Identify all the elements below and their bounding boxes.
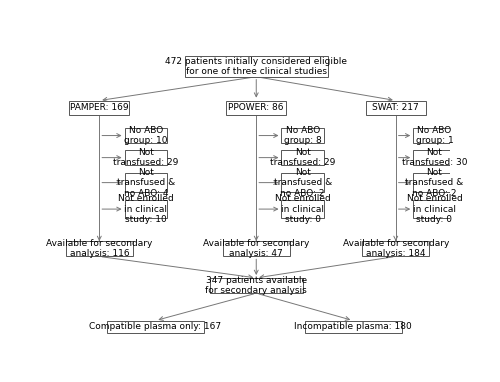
FancyBboxPatch shape	[282, 150, 324, 165]
FancyBboxPatch shape	[362, 241, 429, 256]
FancyBboxPatch shape	[107, 320, 204, 333]
Text: Not
transfused &
no ABO: 2: Not transfused & no ABO: 2	[274, 168, 332, 197]
Text: Not
transfused &
no ABO: 4: Not transfused & no ABO: 4	[116, 168, 175, 197]
Text: PAMPER: 169: PAMPER: 169	[70, 103, 128, 112]
Text: Not
transfused: 29: Not transfused: 29	[270, 148, 336, 167]
FancyBboxPatch shape	[124, 150, 167, 165]
Text: Not
transfused: 30: Not transfused: 30	[402, 148, 467, 167]
FancyBboxPatch shape	[70, 100, 130, 115]
Text: No ABO
group: 8: No ABO group: 8	[284, 126, 322, 145]
FancyBboxPatch shape	[226, 100, 286, 115]
FancyBboxPatch shape	[282, 173, 324, 192]
Text: 472 patients initially considered eligible
for one of three clinical studies: 472 patients initially considered eligib…	[165, 57, 347, 76]
Text: Compatible plasma only: 167: Compatible plasma only: 167	[90, 322, 222, 331]
FancyBboxPatch shape	[66, 241, 132, 256]
Text: Not enrolled
in clinical
study: 10: Not enrolled in clinical study: 10	[118, 194, 174, 224]
Text: PPOWER: 86: PPOWER: 86	[228, 103, 284, 112]
FancyBboxPatch shape	[124, 173, 167, 192]
FancyBboxPatch shape	[413, 173, 456, 192]
FancyBboxPatch shape	[184, 56, 328, 77]
Text: Available for secondary
analysis: 184: Available for secondary analysis: 184	[342, 239, 449, 259]
Text: Available for secondary
analysis: 116: Available for secondary analysis: 116	[46, 239, 152, 259]
Text: Incompatible plasma: 180: Incompatible plasma: 180	[294, 322, 412, 331]
Text: Not enrolled
in clinical
study: 0: Not enrolled in clinical study: 0	[406, 194, 463, 224]
Text: Not enrolled
in clinical
study: 0: Not enrolled in clinical study: 0	[275, 194, 330, 224]
FancyBboxPatch shape	[282, 128, 324, 143]
FancyBboxPatch shape	[413, 128, 456, 143]
FancyBboxPatch shape	[413, 150, 456, 165]
FancyBboxPatch shape	[210, 278, 303, 293]
Text: SWAT: 217: SWAT: 217	[372, 103, 419, 112]
Text: No ABO
group: 10: No ABO group: 10	[124, 126, 168, 145]
FancyBboxPatch shape	[366, 100, 426, 115]
Text: No ABO
group: 1: No ABO group: 1	[416, 126, 454, 145]
FancyBboxPatch shape	[413, 200, 456, 218]
Text: Available for secondary
analysis: 47: Available for secondary analysis: 47	[203, 239, 310, 259]
FancyBboxPatch shape	[304, 320, 402, 333]
Text: Not
transfused &
no ABO: 2: Not transfused & no ABO: 2	[406, 168, 464, 197]
Text: 347 patients available
for secondary analysis: 347 patients available for secondary ana…	[206, 276, 307, 295]
Text: Not
transfused: 29: Not transfused: 29	[113, 148, 178, 167]
FancyBboxPatch shape	[124, 200, 167, 218]
FancyBboxPatch shape	[124, 128, 167, 143]
FancyBboxPatch shape	[282, 200, 324, 218]
FancyBboxPatch shape	[223, 241, 290, 256]
